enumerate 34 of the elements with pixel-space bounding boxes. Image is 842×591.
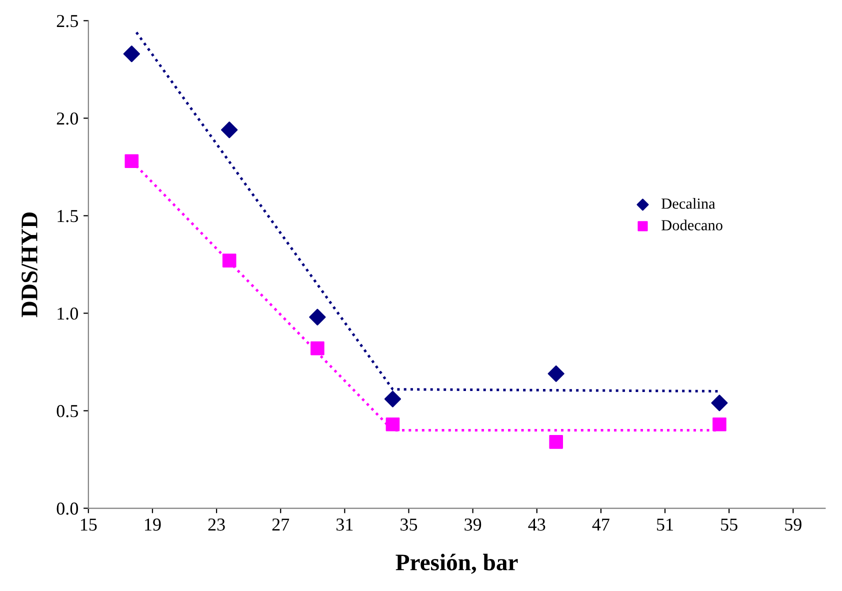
point bbox=[123, 46, 140, 62]
y-tick-label: 2.5 bbox=[56, 14, 78, 28]
y-tick-label: 1.5 bbox=[58, 210, 78, 222]
y-axis-title: DDS/HYD bbox=[22, 212, 38, 318]
point bbox=[221, 122, 238, 138]
x-tick-label: 27 bbox=[272, 518, 290, 531]
point bbox=[386, 417, 400, 432]
x-tick-label: 39 bbox=[464, 518, 482, 531]
y-tick-label: 0.5 bbox=[56, 405, 78, 418]
x-tick-label: 19 bbox=[145, 518, 161, 531]
legend-label: Decalina bbox=[662, 198, 716, 209]
x-axis-title: Presión, bar bbox=[396, 554, 518, 574]
legend-label: Dodecano bbox=[662, 220, 722, 230]
y-tick-label: 0.0 bbox=[56, 502, 78, 515]
point bbox=[711, 394, 728, 412]
point bbox=[549, 435, 563, 449]
y-tick-label: 1.0 bbox=[58, 307, 78, 320]
x-tick-label: 59 bbox=[785, 518, 802, 531]
point bbox=[548, 365, 564, 382]
point bbox=[384, 390, 402, 408]
x-tick-label: 31 bbox=[336, 518, 353, 531]
x-tick-label: 23 bbox=[208, 518, 225, 531]
x-tick-label: 15 bbox=[80, 518, 97, 531]
x-tick-label: 51 bbox=[657, 518, 673, 531]
point bbox=[124, 154, 139, 168]
x-tick-label: 43 bbox=[528, 518, 546, 531]
y-tick-label: 2.0 bbox=[56, 112, 78, 125]
x-tick-label: 47 bbox=[592, 518, 610, 531]
x-tick-label: 55 bbox=[721, 518, 738, 531]
point bbox=[712, 417, 726, 432]
x-tick-label: 35 bbox=[400, 518, 418, 531]
point bbox=[222, 254, 236, 268]
point bbox=[310, 341, 324, 356]
point bbox=[309, 308, 326, 326]
